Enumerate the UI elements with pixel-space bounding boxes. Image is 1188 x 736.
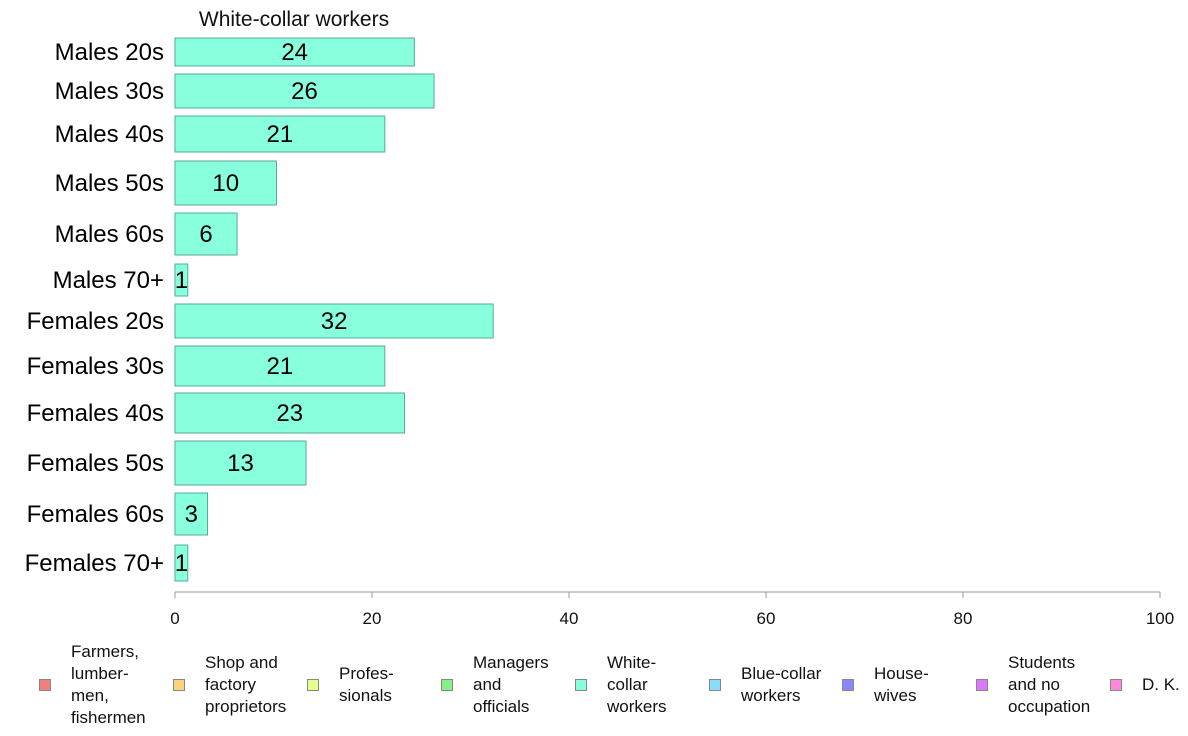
legend-item: Students and no occupation bbox=[976, 640, 1090, 730]
legend-swatch bbox=[842, 679, 854, 691]
category-label: Females 20s bbox=[27, 308, 164, 335]
bar bbox=[174, 492, 209, 536]
legend-label: Students and no occupation bbox=[1008, 653, 1091, 716]
chart-title: White-collar workers bbox=[199, 8, 389, 31]
legend-item: D. K. bbox=[1110, 640, 1180, 730]
bar bbox=[174, 212, 238, 256]
bar-value-label: 26 bbox=[291, 78, 318, 105]
legend-item: Managers and officials bbox=[441, 640, 549, 730]
legend-swatch bbox=[307, 679, 319, 691]
legend-label: Managers and officials bbox=[473, 653, 549, 716]
bar-value-label: 1 bbox=[175, 550, 188, 577]
bar bbox=[174, 392, 406, 434]
bar-value-label: 3 bbox=[185, 501, 198, 528]
category-label: Females 30s bbox=[27, 353, 164, 380]
legend-item: Profes- sionals bbox=[307, 640, 394, 730]
legend-swatch bbox=[39, 679, 51, 691]
bars-layer: 24 Males 20s 26 Males 30s 21 Males 40s 10 Males… bbox=[25, 37, 494, 582]
legend-item: House- wives bbox=[842, 640, 929, 730]
legend-label: Shop and factory proprietors bbox=[205, 653, 287, 716]
bar-value-label: 24 bbox=[281, 39, 308, 66]
legend-item: Blue-collar workers bbox=[709, 640, 821, 730]
bar bbox=[174, 544, 189, 582]
legend-label: White- collar workers bbox=[607, 653, 667, 716]
legend: Farmers, lumber- men, fishermen Shop and … bbox=[0, 640, 1188, 730]
category-label: Males 60s bbox=[55, 221, 164, 248]
bar bbox=[174, 263, 189, 297]
bar bbox=[174, 37, 415, 67]
category-label: Males 50s bbox=[55, 170, 164, 197]
bar bbox=[174, 303, 494, 339]
category-label: Males 30s bbox=[55, 78, 164, 105]
x-tick-label: 0 bbox=[170, 609, 179, 628]
category-label: Males 70+ bbox=[53, 267, 164, 294]
bar-value-label: 13 bbox=[227, 450, 254, 477]
bar-value-label: 21 bbox=[267, 353, 294, 380]
bar bbox=[174, 73, 435, 109]
legend-item: White- collar workers bbox=[575, 640, 667, 730]
bar bbox=[174, 345, 386, 387]
legend-label: Profes- sionals bbox=[339, 664, 394, 705]
category-label: Males 40s bbox=[55, 121, 164, 148]
category-label: Females 40s bbox=[27, 400, 164, 427]
bar-value-label: 6 bbox=[199, 221, 212, 248]
bar bbox=[174, 115, 386, 153]
category-label: Females 50s bbox=[27, 450, 164, 477]
legend-swatch bbox=[173, 679, 185, 691]
legend-item: Shop and factory proprietors bbox=[173, 640, 286, 730]
legend-label: House- wives bbox=[874, 664, 929, 705]
x-tick-label: 80 bbox=[954, 609, 973, 628]
legend-swatch bbox=[441, 679, 453, 691]
legend-label: D. K. bbox=[1142, 675, 1180, 694]
x-tick-label: 60 bbox=[757, 609, 776, 628]
bar bbox=[174, 440, 307, 486]
category-label: Females 60s bbox=[27, 501, 164, 528]
bar-value-label: 23 bbox=[276, 400, 303, 427]
x-tick-label: 20 bbox=[363, 609, 382, 628]
legend-item: Farmers, lumber- men, fishermen bbox=[39, 640, 146, 730]
bar-value-label: 1 bbox=[175, 267, 188, 294]
category-label: Males 20s bbox=[55, 39, 164, 66]
legend-swatch bbox=[976, 679, 988, 691]
x-axis: 0 20 40 60 80 100 bbox=[170, 591, 1174, 628]
x-tick-label: 40 bbox=[560, 609, 579, 628]
legend-label: Farmers, lumber- men, fishermen bbox=[71, 642, 146, 727]
x-tick-label: 100 bbox=[1146, 609, 1174, 628]
category-label: Females 70+ bbox=[25, 550, 164, 577]
legend-swatch bbox=[1110, 679, 1122, 691]
legend-label: Blue-collar workers bbox=[741, 664, 822, 705]
bar bbox=[174, 160, 277, 206]
bar-value-label: 10 bbox=[212, 170, 239, 197]
legend-swatch bbox=[709, 679, 721, 691]
bar-value-label: 32 bbox=[321, 308, 348, 335]
bar-value-label: 21 bbox=[267, 121, 294, 148]
bar-chart: White-collar workers 24 Males 20s 26 Males … bbox=[25, 8, 1175, 628]
legend-swatch bbox=[575, 679, 587, 691]
